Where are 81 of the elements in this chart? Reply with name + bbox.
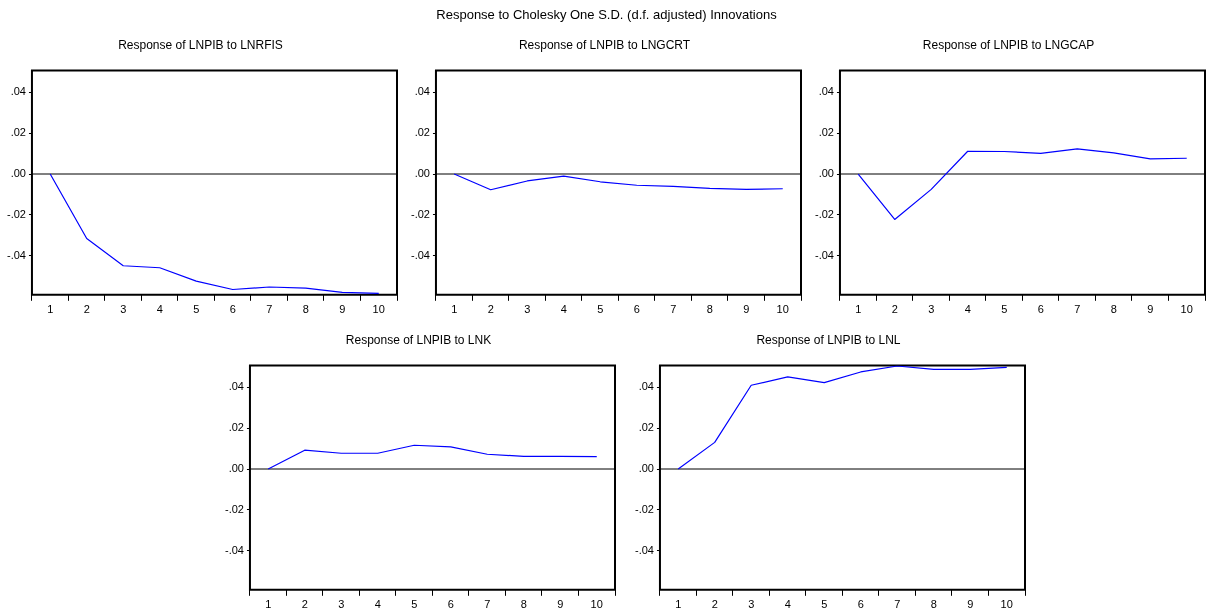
y-tick-label: -.02 [410,207,430,220]
y-tick-label: .04 [228,380,244,393]
x-tick-label: 2 [487,303,494,316]
y-tick-label: -.04 [6,248,26,261]
x-tick-label: 5 [1001,303,1008,316]
chart-title: Response of LNPIB to LNRFIS [118,37,283,52]
y-tick-label: -.04 [224,543,244,556]
y-tick-label: -.02 [6,207,26,220]
y-tick-label: -.04 [410,248,430,261]
x-tick-label: 7 [894,598,901,610]
x-tick-label: 8 [1110,303,1117,316]
y-tick-label: .00 [638,462,654,475]
x-tick-label: 2 [301,598,308,610]
x-tick-label: 9 [967,598,974,610]
x-tick-label: 4 [560,303,567,316]
x-tick-label: 3 [928,303,935,316]
x-tick-label: 1 [675,598,682,610]
x-tick-label: 7 [266,303,273,316]
x-tick-label: 5 [821,598,828,610]
x-tick-label: 2 [711,598,718,610]
y-tick-label: .04 [638,380,654,393]
y-tick-label: -.04 [814,248,834,261]
chart-title: Response of LNPIB to LNGCRT [518,37,691,52]
x-tick-label: 10 [1180,303,1193,316]
y-tick-label: -.02 [634,502,654,515]
x-tick-label: 8 [706,303,713,316]
y-tick-label: .04 [818,85,834,98]
x-tick-label: 9 [1147,303,1154,316]
chart-title: Response of LNPIB to LNGCAP [922,37,1095,52]
x-tick-label: 9 [557,598,564,610]
x-tick-label: 4 [374,598,381,610]
x-tick-label: 6 [229,303,236,316]
x-tick-label: 7 [484,598,491,610]
x-tick-label: 8 [302,303,309,316]
y-tick-label: .04 [10,85,26,98]
x-tick-label: 6 [447,598,454,610]
chart-title: Response of LNPIB to LNK [345,332,492,347]
x-tick-label: 6 [1037,303,1044,316]
x-tick-label: 9 [743,303,750,316]
x-tick-label: 3 [524,303,531,316]
x-tick-label: 6 [857,598,864,610]
x-tick-label: 2 [83,303,90,316]
x-tick-label: 4 [784,598,791,610]
y-tick-label: .02 [414,126,430,139]
x-tick-label: 5 [193,303,200,316]
x-tick-label: 2 [891,303,898,316]
x-tick-label: 1 [855,303,862,316]
x-tick-label: 1 [451,303,458,316]
chart-title: Response of LNPIB to LNL [756,332,901,347]
chart-subtitle: Response to Cholesky One S.D. (d.f. adjusted) Innovations [435,7,778,22]
x-tick-label: 10 [372,303,385,316]
y-tick-label: -.04 [634,543,654,556]
x-tick-label: 4 [156,303,163,316]
x-tick-label: 1 [265,598,272,610]
x-tick-label: 10 [776,303,789,316]
y-tick-label: .02 [228,421,244,434]
x-tick-label: 3 [338,598,345,610]
x-tick-label: 5 [411,598,418,610]
x-tick-label: 6 [633,303,640,316]
y-tick-label: .00 [414,167,430,180]
y-tick-label: .00 [10,167,26,180]
x-tick-label: 7 [1074,303,1081,316]
y-tick-label: -.02 [224,502,244,515]
x-tick-label: 4 [964,303,971,316]
x-tick-label: 8 [930,598,937,610]
y-tick-label: .02 [10,126,26,139]
y-tick-label: .02 [638,421,654,434]
y-tick-label: .00 [818,167,834,180]
x-tick-label: 3 [120,303,127,316]
y-tick-label: .02 [818,126,834,139]
x-tick-label: 8 [520,598,527,610]
x-tick-label: 5 [597,303,604,316]
y-tick-label: .04 [414,85,430,98]
y-tick-label: -.02 [814,207,834,220]
x-tick-label: 1 [47,303,54,316]
x-tick-label: 9 [339,303,346,316]
x-tick-label: 10 [1000,598,1013,610]
y-tick-label: .00 [228,462,244,475]
x-tick-label: 10 [590,598,603,610]
x-tick-label: 3 [748,598,755,610]
x-tick-label: 7 [670,303,677,316]
